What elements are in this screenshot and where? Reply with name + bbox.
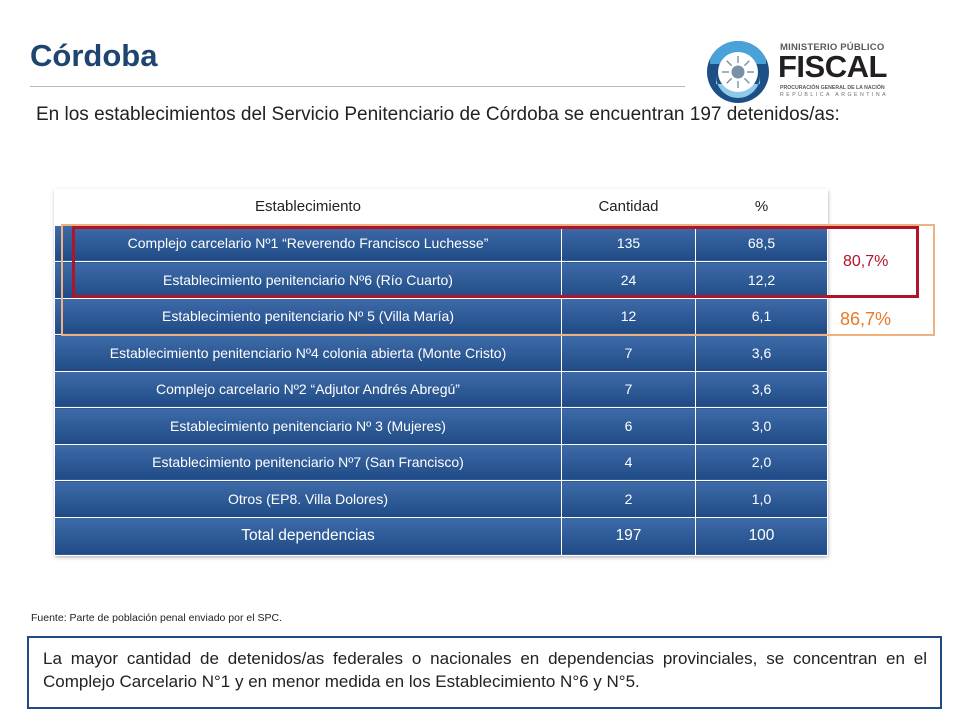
conclusion-box: La mayor cantidad de detenidos/as federa…: [27, 636, 942, 709]
highlight-box-top-three: [61, 224, 935, 336]
table-row: Otros (EP8. Villa Dolores) 2 1,0: [54, 480, 828, 518]
table-row: Complejo carcelario Nº1 “Reverendo Franc…: [54, 224, 828, 262]
cell-establecimiento: Establecimiento penitenciario Nº 5 (Vill…: [54, 297, 562, 335]
cell-cantidad: 7: [561, 370, 696, 408]
logo-republica-text: REPÚBLICA ARGENTINA: [780, 92, 889, 98]
cell-establecimiento: Establecimiento penitenciario Nº4 coloni…: [54, 334, 562, 372]
cell-cantidad: 7: [561, 334, 696, 372]
cell-cantidad: 24: [561, 261, 696, 299]
table-row: Establecimiento penitenciario Nº 3 (Muje…: [54, 407, 828, 445]
cell-establecimiento: Complejo carcelario Nº1 “Reverendo Franc…: [54, 224, 562, 262]
table-total-row: Total dependencias 197 100: [54, 516, 828, 556]
cell-establecimiento: Otros (EP8. Villa Dolores): [54, 480, 562, 518]
cell-percent: 1,0: [695, 480, 828, 518]
highlight-box-top-two: [72, 226, 919, 298]
table-row: Establecimiento penitenciario Nº6 (Río C…: [54, 261, 828, 299]
table-row: Establecimiento penitenciario Nº4 coloni…: [54, 334, 828, 372]
top-two-percent-label: 80,7%: [843, 253, 889, 270]
cell-cantidad: 6: [561, 407, 696, 445]
ministerio-publico-fiscal-logo: MINISTERIO PÚBLICO FISCAL PROCURACIÓN GE…: [706, 40, 896, 103]
logo-ministerio-text: MINISTERIO PÚBLICO: [780, 42, 885, 53]
header-percent: %: [695, 189, 828, 225]
total-percent: 100: [695, 516, 828, 556]
cell-cantidad: 2: [561, 480, 696, 518]
intro-paragraph: En los establecimientos del Servicio Pen…: [36, 104, 840, 125]
cell-establecimiento: Establecimiento penitenciario Nº 3 (Muje…: [54, 407, 562, 445]
cell-percent: 3,6: [695, 334, 828, 372]
cell-percent: 2,0: [695, 443, 828, 481]
header-cantidad: Cantidad: [561, 189, 696, 225]
title-divider: [30, 86, 685, 87]
cell-cantidad: 4: [561, 443, 696, 481]
cell-percent: 3,6: [695, 370, 828, 408]
top-three-percent-label: 86,7%: [840, 309, 892, 329]
total-label: Total dependencias: [54, 516, 562, 556]
source-note: Fuente: Parte de población penal enviado…: [31, 612, 283, 624]
header-establecimiento: Establecimiento: [54, 189, 562, 225]
table-header-row: Establecimiento Cantidad %: [54, 189, 828, 225]
cell-establecimiento: Establecimiento penitenciario Nº7 (San F…: [54, 443, 562, 481]
table-row: Establecimiento penitenciario Nº7 (San F…: [54, 443, 828, 481]
cell-cantidad: 12: [561, 297, 696, 335]
logo-procuracion-text: PROCURACIÓN GENERAL DE LA NACIÓN: [780, 85, 885, 91]
cell-establecimiento: Complejo carcelario Nº2 “Adjutor Andrés …: [54, 370, 562, 408]
cell-percent: 12,2: [695, 261, 828, 299]
establishments-table: Establecimiento Cantidad % Complejo carc…: [54, 189, 828, 556]
table-row: Complejo carcelario Nº2 “Adjutor Andrés …: [54, 370, 828, 408]
cell-establecimiento: Establecimiento penitenciario Nº6 (Río C…: [54, 261, 562, 299]
table-row: Establecimiento penitenciario Nº 5 (Vill…: [54, 297, 828, 335]
page-title: Córdoba: [30, 38, 158, 73]
total-cantidad: 197: [561, 516, 696, 556]
sun-emblem-icon: [707, 41, 769, 103]
cell-percent: 3,0: [695, 407, 828, 445]
logo-fiscal-text: FISCAL: [778, 49, 887, 84]
